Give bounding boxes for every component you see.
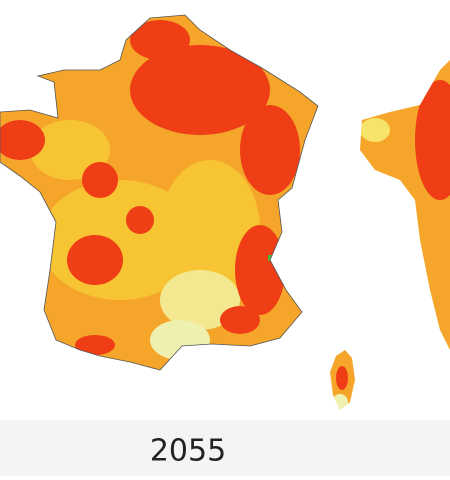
map-year-label: 2055 (150, 434, 226, 469)
france-map (0, 15, 318, 370)
france-outline (0, 14, 319, 371)
caption-band (0, 420, 450, 476)
